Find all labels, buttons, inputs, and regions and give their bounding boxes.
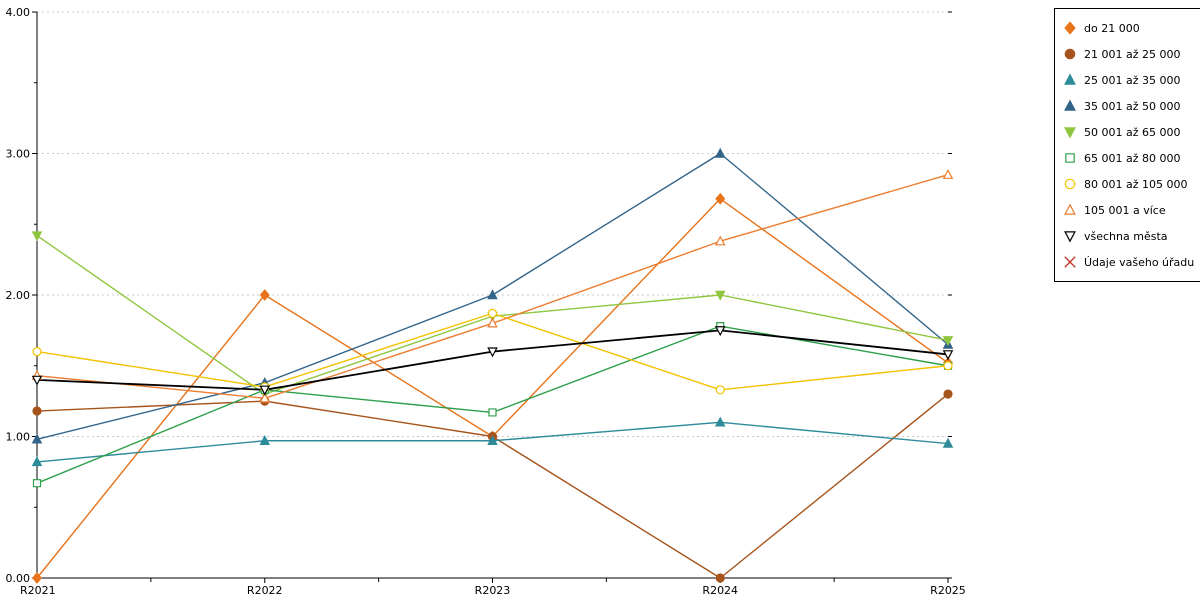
legend-item-5: 65 001 až 80 000 — [1063, 145, 1194, 171]
x-tick-label: R2023 — [475, 584, 511, 597]
marker-circle-icon — [1064, 178, 1076, 190]
marker-triangle-up-icon — [487, 434, 498, 445]
legend-item-1: 21 001 až 25 000 — [1063, 41, 1194, 67]
marker-triangle-down-icon — [942, 336, 954, 347]
marker-circle-icon — [943, 361, 953, 371]
x-tick-label: R2021 — [20, 584, 56, 597]
x-tick-label: R2025 — [930, 584, 966, 597]
marker-triangle-up-icon — [942, 437, 954, 448]
legend-marker-triangle-up-icon — [1064, 73, 1076, 85]
legend-label: 80 001 až 105 000 — [1084, 177, 1188, 191]
marker-triangle-down-icon — [714, 290, 726, 301]
marker-triangle-down-icon — [31, 231, 43, 242]
marker-triangle-up-icon — [714, 235, 726, 246]
legend-label: 65 001 až 80 000 — [1084, 151, 1181, 165]
legend-item-3: 35 001 až 50 000 — [1063, 93, 1194, 119]
marker-triangle-up-icon — [1064, 203, 1076, 215]
y-tick-label: 4.00 — [6, 6, 31, 19]
marker-triangle-up-icon — [259, 434, 271, 445]
marker-triangle-down-icon — [714, 326, 726, 337]
marker-circle-icon — [1064, 48, 1076, 60]
marker-diamond-icon — [1064, 21, 1076, 35]
legend-label: 105 001 a více — [1084, 203, 1166, 217]
marker-triangle-up-icon — [31, 433, 43, 444]
marker-triangle-down-icon — [942, 350, 954, 361]
legend-item-2: 25 001 až 35 000 — [1063, 67, 1194, 93]
legend-item-0: do 21 000 — [1063, 15, 1194, 41]
legend-marker-x-icon — [1064, 256, 1076, 268]
marker-triangle-up-icon — [259, 392, 271, 403]
marker-x-icon — [1064, 256, 1076, 268]
marker-triangle-up-icon — [487, 289, 498, 300]
legend-label: Údaje vašeho úřadu — [1084, 255, 1195, 269]
y-tick-label: 1.00 — [6, 431, 31, 444]
legend-item-7: 105 001 a více — [1063, 197, 1194, 223]
legend-label: 21 001 až 25 000 — [1084, 47, 1181, 61]
legend-item-9: Údaje vašeho úřadu — [1063, 249, 1194, 275]
marker-circle-icon — [943, 389, 953, 399]
marker-triangle-up-icon — [31, 456, 43, 467]
legend-marker-triangle-down-icon — [1064, 127, 1076, 139]
legend-marker-diamond-icon — [1064, 21, 1076, 35]
legend-marker-circle-icon — [1064, 178, 1076, 190]
legend-marker-triangle-down-icon — [1064, 231, 1076, 243]
marker-triangle-up-icon — [1064, 99, 1076, 111]
marker-triangle-down-icon — [31, 375, 43, 386]
series-line-0 — [36, 198, 949, 579]
marker-circle-icon — [32, 406, 42, 416]
marker-circle-icon — [32, 347, 42, 357]
marker-circle-icon — [487, 308, 498, 318]
series-line-7 — [36, 174, 949, 399]
marker-triangle-down-icon — [1064, 127, 1076, 139]
legend-label: všechna města — [1084, 229, 1168, 243]
marker-triangle-up-icon — [714, 416, 726, 427]
marker-diamond-icon — [715, 192, 726, 205]
marker-diamond-icon — [259, 289, 270, 301]
marker-triangle-down-icon — [1064, 231, 1076, 243]
marker-circle-icon — [715, 573, 725, 583]
marker-diamond-icon — [32, 572, 42, 584]
legend-item-4: 50 001 až 65 000 — [1063, 119, 1194, 145]
x-tick-label: R2024 — [702, 584, 738, 597]
marker-triangle-up-icon — [714, 147, 726, 158]
y-tick-label: 0.00 — [6, 572, 31, 585]
y-tick-label: 3.00 — [6, 148, 31, 161]
legend-marker-circle-icon — [1064, 48, 1076, 60]
y-tick-label: 2.00 — [6, 289, 31, 302]
marker-square-icon — [32, 479, 42, 488]
legend-marker-triangle-up-icon — [1064, 99, 1076, 111]
legend-label: 50 001 až 65 000 — [1084, 125, 1181, 139]
legend-marker-triangle-up-icon — [1064, 203, 1076, 215]
legend-item-8: všechna města — [1063, 223, 1194, 249]
marker-circle-icon — [715, 385, 725, 395]
series-line-8 — [36, 329, 949, 391]
x-tick-label: R2022 — [247, 584, 283, 597]
marker-triangle-down-icon — [487, 347, 498, 358]
marker-triangle-up-icon — [1064, 73, 1076, 85]
legend: do 21 000 21 001 až 25 000 25 001 až 35 00… — [1054, 8, 1200, 282]
legend-marker-square-icon — [1065, 153, 1075, 163]
legend-item-6: 80 001 až 105 000 — [1063, 171, 1194, 197]
marker-square-icon — [488, 408, 497, 417]
legend-label: 25 001 až 35 000 — [1084, 73, 1181, 87]
series-line-1 — [36, 393, 949, 579]
marker-triangle-down-icon — [259, 385, 271, 396]
marker-triangle-up-icon — [487, 317, 498, 328]
legend-label: 35 001 až 50 000 — [1084, 99, 1181, 113]
legend-label: do 21 000 — [1084, 21, 1140, 35]
marker-triangle-up-icon — [942, 168, 954, 179]
marker-square-icon — [1065, 153, 1075, 163]
